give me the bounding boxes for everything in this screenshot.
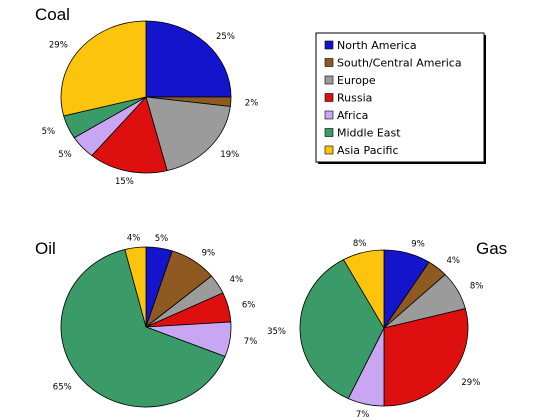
legend-label-africa: Africa [337, 109, 368, 122]
coal-label-north-america: 25% [216, 32, 235, 42]
gas-slice-asia-pacific [342, 249, 385, 330]
legend-label-europe: Europe [337, 74, 376, 87]
legend-label-south-central-america: South/Central America [337, 57, 462, 70]
gas-label-russia: 29% [461, 378, 480, 388]
legend-swatch-europe [324, 75, 334, 85]
gas-label-north-america: 9% [411, 240, 425, 250]
legend-swatch-south-central-america [324, 58, 334, 67]
legend-label-middle-east: Middle East [337, 127, 401, 140]
legend-label-north-america: North America [337, 39, 417, 52]
legend-swatch-asia-pacific [324, 145, 334, 155]
oil-label-europe: 4% [230, 275, 244, 285]
coal-label-asia-pacific: 29% [49, 40, 68, 50]
coal-chart-title: Coal [35, 5, 70, 24]
coal-label-middle-east: 5% [42, 127, 56, 137]
legend-swatch-russia [324, 93, 334, 102]
oil-label-asia-pacific: 4% [127, 234, 141, 244]
oil-label-africa: 7% [244, 337, 257, 347]
oil-label-middle-east: 65% [53, 383, 72, 393]
legend-label-russia: Russia [337, 92, 372, 105]
oil-chart-title: Oil [35, 239, 56, 258]
legend-label-asia-pacific: Asia Pacific [337, 144, 399, 157]
gas-pie-chart: 9% 4% 8% 29% 7% 35% 8% [267, 239, 483, 420]
legend-box [315, 32, 485, 163]
gas-label-south-central-america: 4% [447, 256, 461, 266]
legend-shadow-bottom [318, 162, 486, 164]
coal-label-south-central-america: 2% [245, 98, 258, 108]
coal-label-africa: 5% [58, 150, 72, 160]
oil-label-north-america: 5% [155, 234, 169, 244]
gas-slice-middle-east [299, 259, 385, 400]
gas-label-asia-pacific: 8% [353, 239, 367, 249]
coal-slice-north-america [145, 20, 232, 98]
oil-slice-asia-pacific [124, 246, 147, 328]
gas-label-europe: 8% [470, 282, 484, 292]
gas-label-middle-east: 35% [267, 327, 286, 337]
legend-swatch-middle-east [324, 128, 334, 137]
gas-slice-russia [383, 308, 469, 407]
legend: North America South/Central America Europe… [315, 32, 486, 164]
legend-shadow-right [484, 35, 486, 164]
oil-pie-chart: 5% 9% 4% 6% 7% 65% 4% [53, 234, 257, 408]
coal-pie-chart: 25% 2% 19% 15% 5% 5% 29% [42, 20, 258, 187]
gas-label-africa: 7% [356, 410, 370, 420]
coal-label-russia: 15% [115, 177, 134, 187]
oil-slice-middle-east [60, 249, 226, 408]
coal-slice-russia [91, 96, 168, 174]
coal-slice-europe [145, 96, 231, 172]
oil-label-south-central-america: 9% [202, 249, 216, 259]
oil-label-russia: 6% [242, 301, 256, 311]
legend-swatch-africa [324, 110, 334, 120]
gas-chart-title: Gas [476, 239, 507, 258]
legend-swatch-north-america [324, 40, 334, 50]
coal-label-europe: 19% [220, 150, 239, 160]
coal-slice-asia-pacific [60, 20, 147, 117]
